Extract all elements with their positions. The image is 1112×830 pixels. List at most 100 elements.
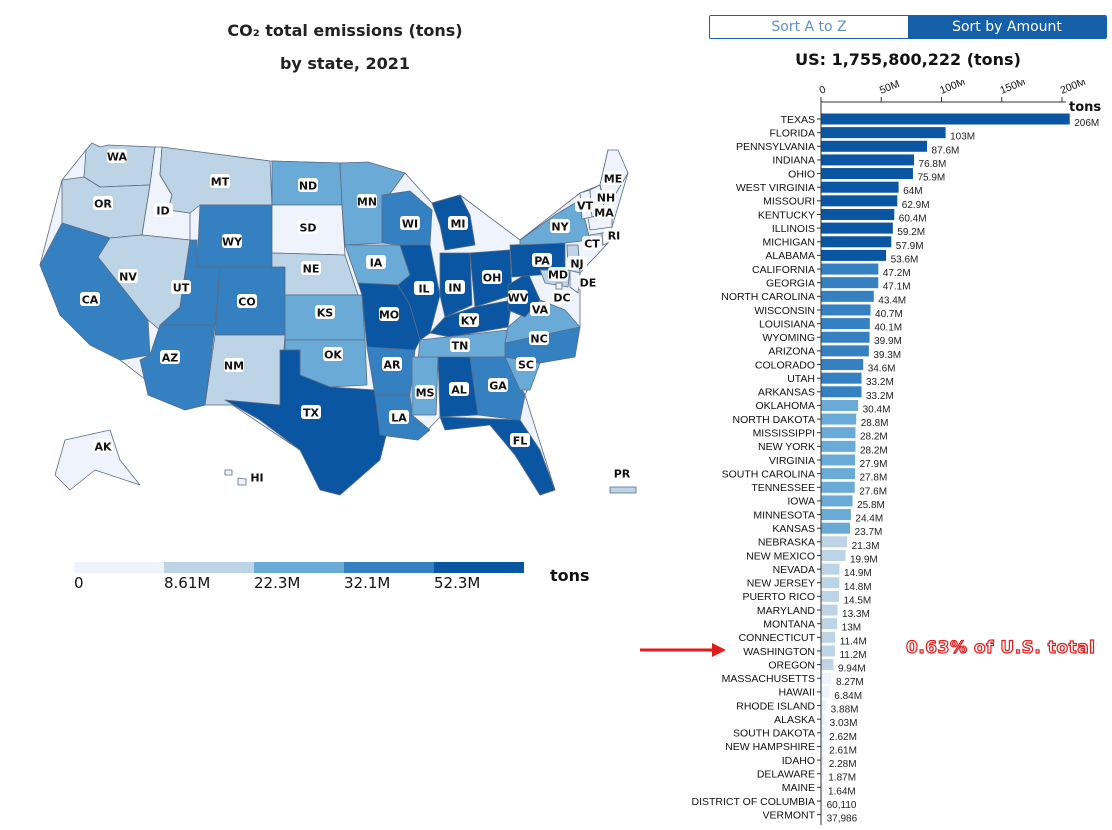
- bar[interactable]: [821, 659, 834, 671]
- bar[interactable]: [821, 700, 827, 712]
- bar[interactable]: [821, 468, 855, 480]
- state-label-bg: [415, 385, 435, 399]
- state-dc[interactable]: [555, 282, 563, 290]
- bar[interactable]: [821, 481, 855, 493]
- bar[interactable]: [821, 277, 879, 289]
- bar[interactable]: [821, 113, 1070, 125]
- bar[interactable]: [821, 208, 895, 220]
- bar-row: MISSISSIPPI 28.2M: [753, 427, 888, 443]
- bar[interactable]: [821, 236, 892, 248]
- bar-value-label: 13.3M: [842, 609, 870, 620]
- bar[interactable]: [821, 522, 851, 534]
- state-label: OR: [93, 196, 113, 211]
- bar-category-label: WYOMING: [763, 332, 816, 344]
- bar[interactable]: [821, 713, 826, 725]
- state-label-bg: [400, 216, 420, 230]
- bar-row: SOUTH CAROLINA 27.8M: [722, 468, 887, 484]
- bar[interactable]: [821, 318, 870, 330]
- bar-category-label: MONTANA: [763, 618, 815, 630]
- bar[interactable]: [821, 727, 825, 739]
- bar-row: UTAH 33.2M: [787, 372, 894, 388]
- bar[interactable]: [821, 168, 913, 180]
- state-fl[interactable]: [439, 416, 556, 496]
- bar[interactable]: [821, 604, 838, 616]
- bar[interactable]: [821, 672, 832, 684]
- state-label: NJ: [567, 256, 587, 271]
- bar[interactable]: [821, 563, 840, 575]
- legend-swatch: [74, 562, 164, 573]
- map-title-line1: CO₂ total emissions (tons): [227, 21, 463, 40]
- bar[interactable]: [821, 345, 869, 357]
- bar[interactable]: [821, 645, 835, 657]
- bar[interactable]: [821, 413, 857, 425]
- state-label-text: WV: [508, 292, 529, 305]
- state-label-bg: [552, 290, 572, 304]
- bar[interactable]: [821, 399, 859, 411]
- bar[interactable]: [821, 768, 824, 780]
- bar[interactable]: [821, 781, 824, 793]
- bar[interactable]: [821, 509, 851, 521]
- color-legend: 0 8.61M 22.3M 32.1M 52.3M: [74, 562, 524, 602]
- state-label-text: ND: [299, 180, 317, 193]
- bar[interactable]: [821, 631, 836, 643]
- bar-category-label: SOUTH DAKOTA: [733, 728, 815, 740]
- bar-category-label: SOUTH CAROLINA: [722, 468, 815, 480]
- state-label: KY: [459, 313, 479, 328]
- bar[interactable]: [821, 127, 946, 139]
- bar[interactable]: [821, 154, 915, 166]
- state-label-text: NE: [303, 263, 320, 276]
- bar[interactable]: [821, 331, 870, 343]
- bar[interactable]: [821, 222, 893, 234]
- bar[interactable]: [821, 440, 856, 452]
- bar[interactable]: [821, 740, 825, 752]
- bar[interactable]: [821, 290, 874, 302]
- state-az[interactable]: [139, 324, 216, 411]
- sort-a-to-z-button[interactable]: Sort A to Z: [710, 16, 908, 38]
- bar[interactable]: [821, 386, 862, 398]
- bar[interactable]: [821, 304, 871, 316]
- legend-tick-label: 32.1M: [344, 574, 391, 592]
- sort-toggle[interactable]: Sort A to Z Sort by Amount: [709, 15, 1107, 39]
- bar[interactable]: [821, 140, 928, 152]
- bar[interactable]: [821, 536, 848, 548]
- bar[interactable]: [821, 249, 887, 261]
- bar[interactable]: [821, 372, 862, 384]
- state-ak[interactable]: [54, 429, 141, 491]
- bar[interactable]: [821, 195, 898, 207]
- legend-tick-label: 8.61M: [164, 574, 211, 592]
- state-hi[interactable]: [224, 469, 247, 486]
- bar[interactable]: [821, 686, 830, 698]
- bar[interactable]: [821, 454, 856, 466]
- bar[interactable]: [821, 549, 846, 561]
- state-nm[interactable]: [204, 334, 286, 406]
- state-label-bg: [575, 198, 595, 212]
- state-labels: WA OR CA ID NV MT WY UT AZ CO NM ND SD NE KS OK TX MN IA MO…: [80, 149, 632, 485]
- state-label-bg: [80, 292, 100, 306]
- bar-value-label: 33.2M: [866, 391, 894, 402]
- bar-row: IDAHO 2.28M: [782, 754, 857, 770]
- bar[interactable]: [821, 795, 823, 807]
- bar[interactable]: [821, 181, 899, 193]
- state-label: WI: [400, 216, 420, 231]
- state-label-bg: [532, 253, 552, 267]
- state-label-bg: [210, 174, 230, 188]
- bar[interactable]: [821, 754, 825, 766]
- state-pr[interactable]: [609, 486, 637, 494]
- state-label: DC: [552, 290, 572, 305]
- state-label-bg: [237, 294, 257, 308]
- state-label-bg: [488, 378, 508, 392]
- bar[interactable]: [821, 809, 823, 821]
- bar-category-label: HAWAII: [778, 687, 815, 699]
- bar[interactable]: [821, 590, 839, 602]
- bar[interactable]: [821, 618, 838, 630]
- bar-value-label: 2.61M: [829, 745, 857, 756]
- bar[interactable]: [821, 427, 856, 439]
- sort-by-amount-button[interactable]: Sort by Amount: [908, 16, 1106, 38]
- bar[interactable]: [821, 577, 840, 589]
- state-tx[interactable]: [224, 349, 391, 496]
- bar-row: KENTUCKY 60.4M: [758, 208, 927, 224]
- bar[interactable]: [821, 359, 864, 371]
- bar[interactable]: [821, 495, 853, 507]
- bar[interactable]: [821, 263, 879, 275]
- legend-swatch: [254, 562, 344, 573]
